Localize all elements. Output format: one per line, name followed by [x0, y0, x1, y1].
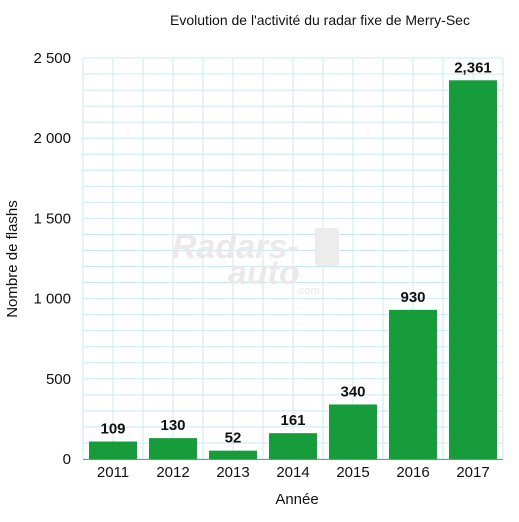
y-tick-label: 1 500 — [33, 210, 71, 227]
x-tick-label: 2012 — [156, 464, 189, 481]
data-label: 340 — [340, 383, 365, 400]
y-tick-label: 2 000 — [33, 130, 71, 147]
bar — [269, 433, 317, 459]
x-axis-ticks: 2011 2012 2013 2014 2015 2016 2017 — [97, 464, 490, 481]
bar — [449, 80, 497, 460]
data-label: 930 — [400, 289, 425, 306]
x-axis-label: Année — [275, 491, 318, 508]
x-tick-label: 2016 — [396, 464, 429, 481]
data-label: 2,361 — [454, 59, 492, 76]
x-tick-label: 2011 — [97, 464, 129, 481]
svg-text:auto: auto — [228, 254, 300, 292]
data-label: 130 — [160, 417, 185, 434]
svg-text:.com: .com — [296, 285, 320, 297]
data-label: 52 — [225, 430, 242, 447]
data-label: 109 — [100, 421, 125, 438]
x-tick-label: 2014 — [276, 464, 309, 481]
watermark-logo: Radars- auto .com — [172, 228, 339, 297]
bar — [329, 404, 377, 459]
y-axis-ticks: 0 500 1 000 1 500 2 000 2 500 — [33, 50, 71, 468]
y-tick-label: 0 — [63, 451, 71, 468]
x-tick-label: 2013 — [216, 464, 249, 481]
bar — [89, 441, 137, 459]
bar — [149, 438, 197, 459]
y-tick-label: 500 — [46, 371, 71, 388]
y-tick-label: 1 000 — [33, 291, 71, 308]
bar — [209, 450, 257, 459]
svg-text:Radars-: Radars- — [172, 228, 299, 266]
y-axis-label: Nombre de flashs — [4, 200, 21, 318]
x-tick-label: 2015 — [336, 464, 369, 481]
y-tick-label: 2 500 — [33, 50, 71, 67]
data-label: 161 — [280, 412, 305, 429]
x-tick-label: 2017 — [456, 464, 489, 481]
data-labels: 109 130 52 161 340 930 2,361 — [100, 59, 491, 446]
bar — [389, 309, 437, 459]
chart-title: Evolution de l'activité du radar fixe de… — [170, 12, 470, 28]
bars — [89, 80, 497, 460]
